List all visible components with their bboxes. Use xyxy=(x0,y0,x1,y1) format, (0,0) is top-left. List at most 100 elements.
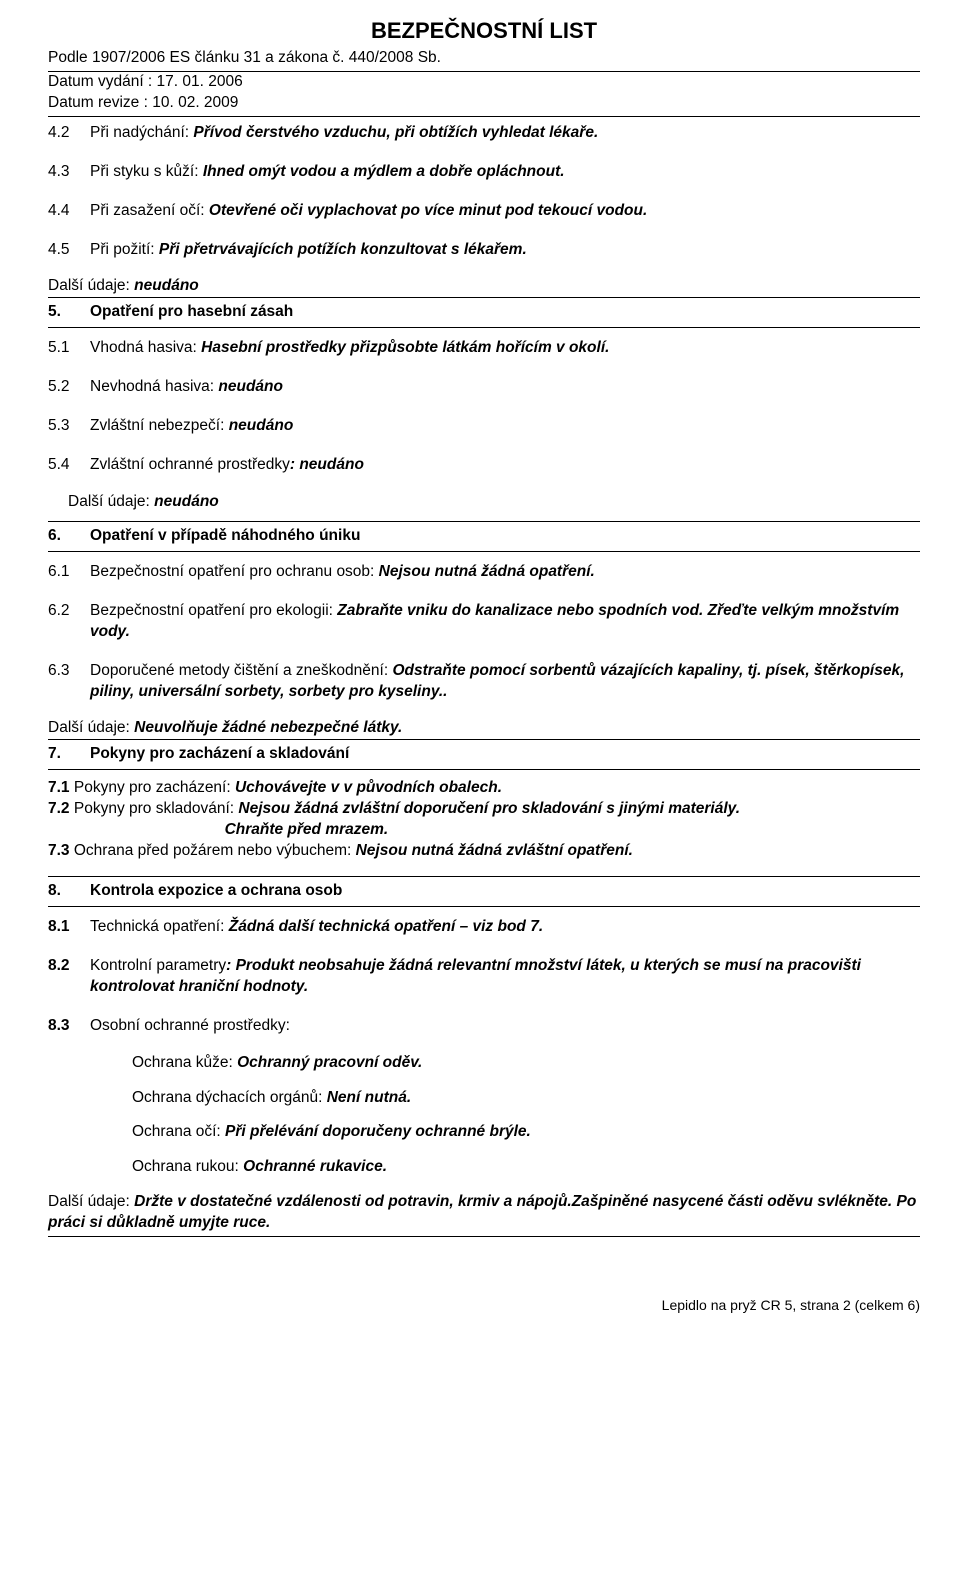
item-4-2: 4.2 Při nadýchání: Přívod čerstvého vzdu… xyxy=(48,123,920,144)
value: Ochranné rukavice. xyxy=(243,1158,387,1175)
value: Uchovávejte v v původních obalech. xyxy=(235,779,502,796)
value: Není nutná. xyxy=(327,1089,411,1106)
protection-hands: Ochrana rukou: Ochranné rukavice. xyxy=(48,1157,920,1178)
date-revised: Datum revize : 10. 02. 2009 xyxy=(48,93,920,114)
padding xyxy=(48,821,225,838)
item-number: 8.3 xyxy=(48,1016,90,1037)
item-text: Při požití: Při přetrvávajících potížích… xyxy=(90,240,920,261)
item-number: 4.4 xyxy=(48,201,90,222)
item-text: Technická opatření: Žádná další technick… xyxy=(90,917,920,938)
item-7-1: 7.1 Pokyny pro zacházení: Uchovávejte v … xyxy=(48,778,920,799)
label: Další údaje: xyxy=(48,277,134,294)
item-number: 4.3 xyxy=(48,162,90,183)
item-8-3: 8.3 Osobní ochranné prostředky: xyxy=(48,1016,920,1037)
item-text: Při zasažení očí: Otevřené oči vyplachov… xyxy=(90,201,920,222)
value: Nejsou nutná žádná zvláštní opatření. xyxy=(356,842,633,859)
page-footer: Lepidlo na pryž CR 5, strana 2 (celkem 6… xyxy=(48,1297,920,1313)
label: Doporučené metody čištění a zneškodnění: xyxy=(90,662,392,679)
section-title: Kontrola expozice a ochrana osob xyxy=(90,881,920,902)
label: Další údaje: xyxy=(68,493,154,510)
regulation-line: Podle 1907/2006 ES článku 31 a zákona č.… xyxy=(48,48,920,69)
page-title: BEZPEČNOSTNÍ LIST xyxy=(48,18,920,44)
item-number: 8.2 xyxy=(48,956,90,998)
label: Pokyny pro skladování: xyxy=(74,800,239,817)
label: Bezpečnostní opatření pro ochranu osob: xyxy=(90,563,379,580)
value: neudáno xyxy=(154,493,219,510)
value: Přívod čerstvého vzduchu, při obtížích v… xyxy=(193,124,598,141)
label: Nevhodná hasiva: xyxy=(90,378,218,395)
item-4-5: 4.5 Při požití: Při přetrvávajících potí… xyxy=(48,240,920,261)
value: Otevřené oči vyplachovat po více minut p… xyxy=(209,202,647,219)
label: Ochrana před požárem nebo výbuchem: xyxy=(74,842,356,859)
value: Žádná další technická opatření – viz bod… xyxy=(229,918,543,935)
value: : neudáno xyxy=(290,456,364,473)
item-5-1: 5.1 Vhodná hasiva: Hasební prostředky př… xyxy=(48,338,920,359)
item-number: 6.3 xyxy=(48,661,90,703)
value: Při přelévání doporučeny ochranné brýle. xyxy=(225,1123,531,1140)
label: Bezpečnostní opatření pro ekologii: xyxy=(90,602,337,619)
item-6-1: 6.1 Bezpečnostní opatření pro ochranu os… xyxy=(48,562,920,583)
item-number: 5.4 xyxy=(48,455,90,476)
item-number: 6.2 xyxy=(48,601,90,643)
item-number: 8.1 xyxy=(48,917,90,938)
item-8-2: 8.2 Kontrolní parametry: Produkt neobsah… xyxy=(48,956,920,998)
item-4-4: 4.4 Při zasažení očí: Otevřené oči vypla… xyxy=(48,201,920,222)
item-number: 7.1 xyxy=(48,779,74,796)
label: Při zasažení očí: xyxy=(90,202,209,219)
item-6-2: 6.2 Bezpečnostní opatření pro ekologii: … xyxy=(48,601,920,643)
item-number: 6.1 xyxy=(48,562,90,583)
item-7-2-cont: Chraňte před mrazem. xyxy=(48,820,920,841)
item-text: Vhodná hasiva: Hasební prostředky přizpů… xyxy=(90,338,920,359)
item-number: 4.5 xyxy=(48,240,90,261)
document-header: Podle 1907/2006 ES článku 31 a zákona č.… xyxy=(48,48,920,117)
label: Vhodná hasiva: xyxy=(90,339,201,356)
protection-respiratory: Ochrana dýchacích orgánů: Není nutná. xyxy=(48,1088,920,1109)
item-text: Nevhodná hasiva: neudáno xyxy=(90,377,920,398)
label: Další údaje: xyxy=(48,719,134,736)
label: Ochrana očí: xyxy=(132,1123,225,1140)
section-number: 6. xyxy=(48,526,90,547)
item-text: Při nadýchání: Přívod čerstvého vzduchu,… xyxy=(90,123,920,144)
section-number: 7. xyxy=(48,744,90,765)
value: Nejsou žádná zvláštní doporučení pro skl… xyxy=(238,800,740,817)
section-8-more: Další údaje: Držte v dostatečné vzdáleno… xyxy=(48,1192,920,1234)
section-8-header: 8. Kontrola expozice a ochrana osob xyxy=(48,876,920,907)
value: neudáno xyxy=(229,417,294,434)
label: Při požití: xyxy=(90,241,159,258)
item-7-2: 7.2 Pokyny pro skladování: Nejsou žádná … xyxy=(48,799,920,820)
value: Při přetrvávajících potížích konzultovat… xyxy=(159,241,527,258)
item-text: Zvláštní nebezpečí: neudáno xyxy=(90,416,920,437)
section-title: Opatření v případě náhodného úniku xyxy=(90,526,920,547)
item-7-3: 7.3 Ochrana před požárem nebo výbuchem: … xyxy=(48,841,920,862)
item-4-3: 4.3 Při styku s kůží: Ihned omýt vodou a… xyxy=(48,162,920,183)
item-number: 7.2 xyxy=(48,800,74,817)
label: Ochrana dýchacích orgánů: xyxy=(132,1089,327,1106)
label: Další údaje: xyxy=(48,1193,134,1210)
item-number: 7.3 xyxy=(48,842,74,859)
section-title: Opatření pro hasební zásah xyxy=(90,302,920,323)
label: Zvláštní ochranné prostředky xyxy=(90,456,290,473)
section-title: Pokyny pro zacházení a skladování xyxy=(90,744,920,765)
value: neudáno xyxy=(134,277,199,294)
section-6-more: Další údaje: Neuvolňuje žádné nebezpečné… xyxy=(48,718,920,739)
item-number: 5.2 xyxy=(48,377,90,398)
item-number: 5.3 xyxy=(48,416,90,437)
label: Kontrolní parametry xyxy=(90,957,226,974)
protection-skin: Ochrana kůže: Ochranný pracovní oděv. xyxy=(48,1053,920,1074)
value: neudáno xyxy=(218,378,283,395)
item-text: Při styku s kůží: Ihned omýt vodou a mýd… xyxy=(90,162,920,183)
label: Zvláštní nebezpečí: xyxy=(90,417,229,434)
label: Ochrana kůže: xyxy=(132,1054,237,1071)
label: Pokyny pro zacházení: xyxy=(74,779,235,796)
item-text: Doporučené metody čištění a zneškodnění:… xyxy=(90,661,920,703)
item-8-1: 8.1 Technická opatření: Žádná další tech… xyxy=(48,917,920,938)
item-number: 4.2 xyxy=(48,123,90,144)
item-text: Bezpečnostní opatření pro ekologii: Zabr… xyxy=(90,601,920,643)
section-4-more: Další údaje: neudáno xyxy=(48,276,920,297)
item-6-3: 6.3 Doporučené metody čištění a zneškodn… xyxy=(48,661,920,703)
item-number: 5.1 xyxy=(48,338,90,359)
item-text: Osobní ochranné prostředky: xyxy=(90,1016,920,1037)
label: Při styku s kůží: xyxy=(90,163,203,180)
label: Ochrana rukou: xyxy=(132,1158,243,1175)
value: Držte v dostatečné vzdálenosti od potrav… xyxy=(48,1193,916,1231)
